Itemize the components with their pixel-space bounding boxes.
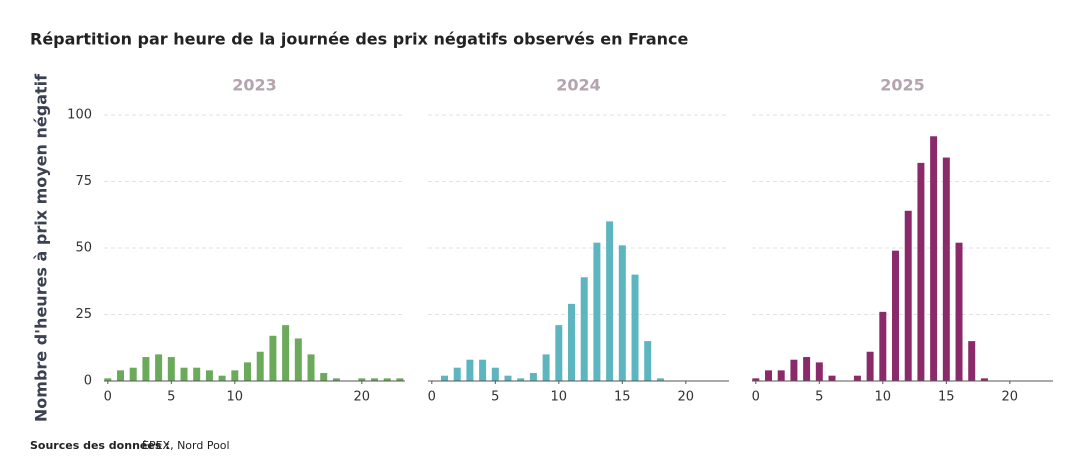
x-tick-label: 5 [167, 390, 175, 405]
bar [269, 335, 277, 381]
x-tick-label: 10 [551, 390, 568, 405]
bar [631, 274, 639, 381]
bar [231, 370, 239, 381]
x-tick-label: 0 [752, 390, 760, 405]
bar [117, 370, 125, 381]
bar [568, 303, 576, 381]
bar [294, 338, 302, 381]
bar [180, 367, 188, 381]
y-tick-label: 0 [84, 374, 92, 389]
bar [244, 362, 252, 381]
chart-title: Répartition par heure de la journée des … [30, 30, 689, 49]
bar [320, 373, 328, 381]
bar [853, 375, 861, 381]
bar [803, 357, 811, 381]
bar [129, 367, 137, 381]
bar [580, 277, 588, 381]
bar [517, 378, 525, 381]
x-tick-label: 20 [354, 390, 371, 405]
bar [980, 378, 988, 381]
bar [396, 378, 404, 381]
x-tick-label: 5 [491, 390, 499, 405]
y-tick-label: 50 [75, 241, 92, 256]
bar [441, 375, 449, 381]
x-tick-label: 15 [614, 390, 631, 405]
bar [504, 375, 512, 381]
x-tick-label: 15 [938, 390, 955, 405]
bar [104, 378, 112, 381]
bar [542, 354, 550, 381]
bar [892, 250, 900, 381]
bar [529, 373, 537, 381]
bar [383, 378, 391, 381]
bar [466, 359, 474, 381]
bar [866, 351, 874, 381]
bar [942, 157, 950, 381]
bar [491, 367, 499, 381]
bar [930, 136, 938, 381]
x-tick-label: 0 [428, 390, 436, 405]
bar [968, 341, 976, 381]
bar [167, 357, 175, 381]
panel-title: 2025 [880, 76, 925, 95]
bar [142, 357, 150, 381]
bar [656, 378, 664, 381]
bar [205, 370, 213, 381]
bar [955, 242, 963, 381]
x-tick-label: 5 [815, 390, 823, 405]
bar [593, 242, 601, 381]
source-text: EPEX, Nord Pool [142, 439, 230, 452]
x-tick-label: 20 [1002, 390, 1019, 405]
panel-title: 2023 [232, 76, 277, 95]
bar [644, 341, 652, 381]
source-label: Sources des données : [30, 439, 170, 452]
panel-title: 2024 [556, 76, 601, 95]
bar [555, 325, 563, 381]
bar [777, 370, 785, 381]
bar [479, 359, 487, 381]
bar [879, 311, 887, 381]
x-tick-label: 20 [678, 390, 695, 405]
x-tick-label: 0 [104, 390, 112, 405]
bar [371, 378, 379, 381]
y-tick-label: 25 [75, 307, 92, 322]
bar [606, 221, 614, 381]
bar [815, 362, 823, 381]
bar [618, 245, 626, 381]
bar [282, 325, 290, 381]
bar [917, 162, 925, 381]
bar [904, 210, 912, 381]
bar [765, 370, 773, 381]
y-tick-label: 100 [67, 108, 92, 123]
bar [193, 367, 201, 381]
bar [256, 351, 264, 381]
bar [828, 375, 836, 381]
bar [332, 378, 340, 381]
bar [218, 375, 226, 381]
bar [307, 354, 315, 381]
bar [358, 378, 366, 381]
x-tick-label: 10 [227, 390, 244, 405]
bar [155, 354, 163, 381]
bar [790, 359, 798, 381]
bar [752, 378, 760, 381]
bar [453, 367, 461, 381]
x-tick-label: 10 [875, 390, 892, 405]
y-axis-label: Nombre d'heures à prix moyen négatif [32, 73, 51, 422]
y-tick-label: 75 [75, 174, 92, 189]
